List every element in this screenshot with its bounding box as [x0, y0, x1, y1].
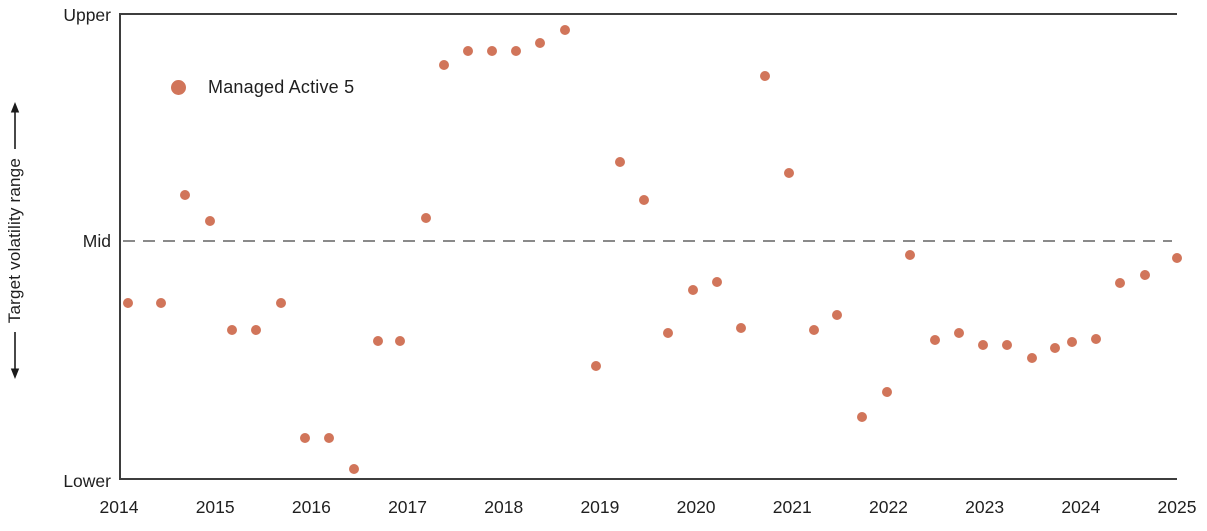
data-point — [395, 335, 406, 346]
plot-area: Managed Active 5 — [119, 13, 1182, 480]
data-point — [688, 284, 699, 295]
data-point — [1067, 337, 1078, 348]
x-tick-label: 2024 — [1061, 497, 1101, 517]
data-point — [373, 335, 384, 346]
data-point — [978, 340, 989, 351]
data-point — [300, 433, 311, 444]
legend: Managed Active 5 — [171, 77, 354, 98]
data-point — [736, 322, 747, 333]
data-point — [486, 45, 497, 56]
x-tick-label: 2022 — [868, 497, 908, 517]
data-point — [663, 328, 674, 339]
data-point — [1091, 334, 1102, 345]
x-tick-label: 2019 — [580, 497, 620, 517]
legend-label: Managed Active 5 — [208, 77, 355, 97]
data-point — [438, 59, 449, 70]
x-tick-label: 2016 — [291, 497, 331, 517]
data-point — [227, 325, 238, 336]
data-point — [421, 213, 432, 224]
y-tick-upper: Upper — [63, 5, 111, 25]
y-tick-mid: Mid — [82, 231, 111, 251]
data-point — [205, 216, 216, 227]
data-point — [905, 249, 916, 260]
data-point — [1115, 277, 1126, 288]
data-point — [954, 328, 965, 339]
legend-marker-icon — [171, 80, 186, 95]
x-tick-label: 2018 — [484, 497, 524, 517]
x-tick-label: 2020 — [676, 497, 716, 517]
mid-dashed-line — [123, 240, 1172, 242]
data-point — [930, 335, 941, 346]
data-point — [809, 325, 820, 336]
data-point — [1050, 343, 1061, 354]
data-point — [1172, 253, 1182, 264]
data-point — [615, 156, 626, 167]
data-point — [784, 167, 795, 178]
data-point — [559, 24, 570, 35]
data-point — [462, 45, 473, 56]
y-axis-title: Target volatility range — [1, 83, 29, 398]
x-axis-tick-labels: 2014 2015 2016 2017 2018 2019 2020 2021 2022 2023… — [100, 496, 1197, 520]
data-point — [712, 276, 723, 287]
data-point — [510, 45, 521, 56]
data-point — [534, 37, 545, 48]
data-point — [857, 412, 868, 423]
data-point — [639, 195, 650, 206]
data-point — [1002, 340, 1013, 351]
data-point — [349, 464, 360, 475]
data-point — [760, 70, 771, 81]
data-point — [1140, 269, 1151, 280]
range-arrow-up-icon — [10, 101, 20, 149]
data-point — [156, 297, 167, 308]
data-point — [832, 309, 843, 320]
data-point — [882, 386, 893, 397]
data-point — [324, 433, 335, 444]
data-point — [122, 297, 133, 308]
data-point — [251, 325, 262, 336]
data-point — [1027, 353, 1038, 364]
data-point — [276, 297, 287, 308]
x-tick-label: 2014 — [99, 497, 139, 517]
y-tick-lower: Lower — [63, 471, 111, 491]
x-tick-label: 2025 — [1157, 497, 1197, 517]
x-tick-label: 2023 — [965, 497, 1005, 517]
data-point — [180, 189, 191, 200]
range-arrow-down-icon — [10, 332, 20, 380]
data-point — [591, 360, 602, 371]
x-tick-label: 2021 — [772, 497, 812, 517]
x-tick-label: 2015 — [195, 497, 235, 517]
x-tick-label: 2017 — [388, 497, 427, 517]
